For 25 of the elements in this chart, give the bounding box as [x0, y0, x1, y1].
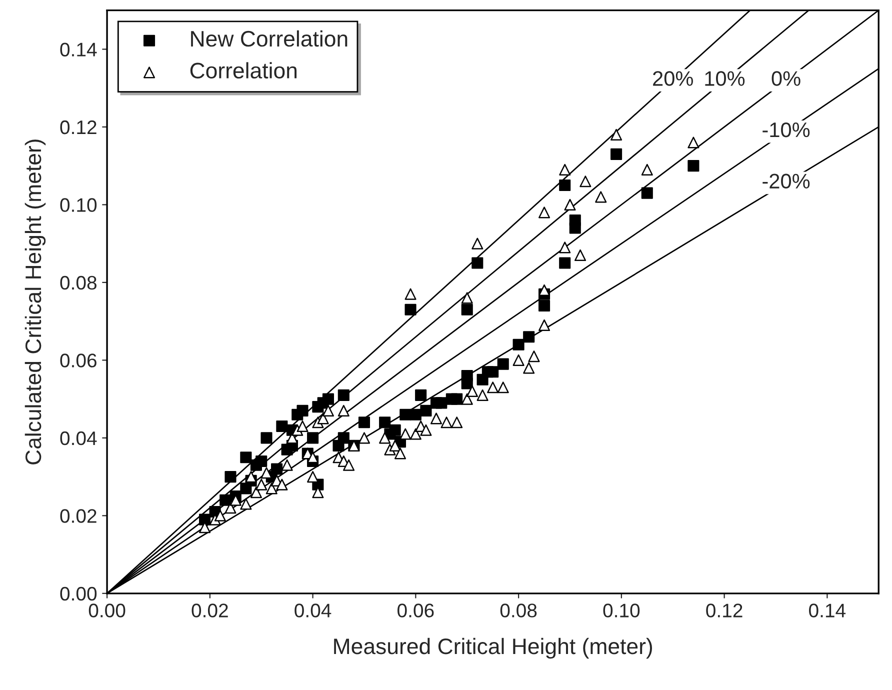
x-tick-label: 0.06: [398, 604, 434, 618]
y-tick-label: 0.00: [60, 586, 97, 601]
x-tick-label: 0.10: [603, 604, 640, 618]
y-tick-label: 0.08: [60, 276, 96, 290]
x-tick-label: 0.14: [809, 604, 846, 618]
y-tick-label: 0.12: [60, 120, 96, 134]
y-tick-label: 0.14: [60, 42, 97, 56]
y-axis-title: Calculated Critical Height (meter): [24, 140, 46, 464]
series-label: -10%: [762, 122, 810, 138]
x-tick-label: 0.04: [294, 604, 332, 618]
legend-label: New Correlation: [191, 30, 348, 47]
y-tick-label: 0.10: [60, 198, 97, 212]
x-tick-label: 0.00: [88, 604, 126, 618]
series-label: 20%: [653, 71, 693, 86]
y-tick-label: 0.06: [60, 354, 96, 368]
legend-label: Correlation: [190, 62, 297, 78]
y-tick-label: 0.04: [60, 431, 97, 446]
series-label: 0%: [772, 71, 800, 86]
x-tick-label: 0.12: [706, 604, 742, 618]
y-tick-label: 0.02: [60, 509, 96, 523]
series-label: 10%: [705, 71, 745, 86]
x-tick-label: 0.02: [192, 604, 228, 618]
series-label: -20%: [762, 174, 810, 189]
x-axis-title: Measured Critical Height (meter): [334, 638, 652, 659]
x-tick-label: 0.08: [500, 604, 537, 618]
